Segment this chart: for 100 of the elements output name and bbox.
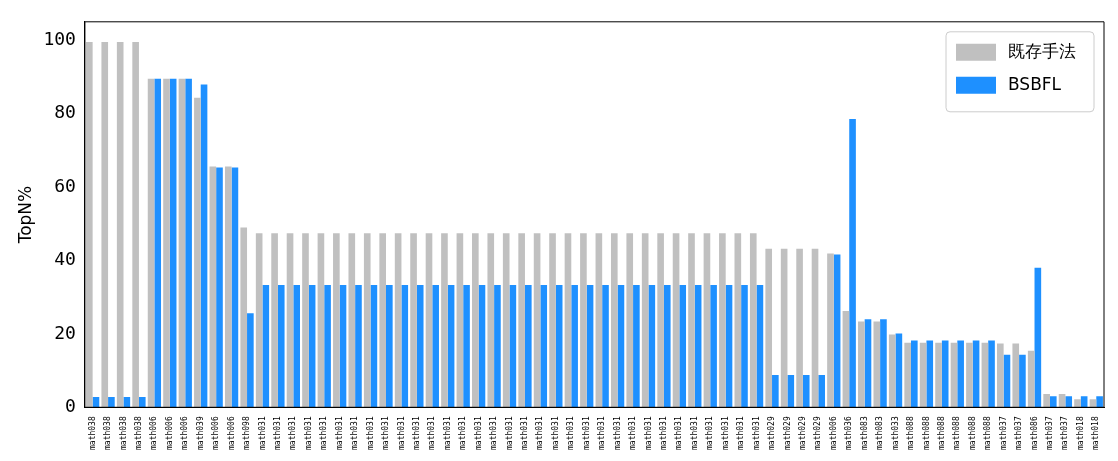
bar xyxy=(741,285,748,408)
bar xyxy=(780,248,788,408)
x-tick-label: math038 xyxy=(134,416,144,450)
bar xyxy=(1049,396,1057,408)
bar xyxy=(271,233,278,408)
bar xyxy=(749,233,757,408)
x-tick-label: math088 xyxy=(952,416,962,450)
bar xyxy=(1043,394,1050,408)
x-tick-label: math036 xyxy=(844,416,854,450)
bar xyxy=(919,342,927,408)
x-tick-label: math039 xyxy=(195,416,205,450)
bar xyxy=(1080,396,1088,408)
x-tick-label: math031 xyxy=(751,416,761,450)
bar xyxy=(224,166,232,408)
x-tick-label: math031 xyxy=(674,416,684,450)
bar xyxy=(895,333,903,408)
bar xyxy=(827,253,834,408)
bar xyxy=(988,340,995,408)
bar xyxy=(796,248,803,408)
bar xyxy=(116,41,124,408)
bar xyxy=(688,233,695,408)
y-tick-label: 60 xyxy=(54,174,76,196)
bar xyxy=(818,374,825,408)
x-tick-label: math006 xyxy=(226,416,236,450)
bar xyxy=(432,285,439,408)
bar xyxy=(401,285,409,408)
bar xyxy=(425,233,433,408)
x-tick-label: math031 xyxy=(411,416,421,450)
y-axis-title: TopN% xyxy=(14,185,35,245)
bar xyxy=(641,233,649,408)
x-tick-label: math031 xyxy=(273,416,282,450)
bar xyxy=(302,233,309,408)
bar xyxy=(663,285,671,408)
bar xyxy=(154,78,162,408)
bar xyxy=(463,285,470,408)
bar xyxy=(957,340,964,408)
bar xyxy=(703,233,711,408)
x-tick-label: math006 xyxy=(149,416,159,450)
bar xyxy=(277,285,285,408)
x-tick-label: math029 xyxy=(767,416,777,450)
bar xyxy=(410,233,417,408)
x-tick-label: math031 xyxy=(319,416,329,450)
bar xyxy=(478,285,486,408)
bar xyxy=(672,233,680,408)
bar xyxy=(657,233,664,408)
bar xyxy=(487,233,495,408)
bar xyxy=(132,41,139,408)
y-tick-label: 0 xyxy=(65,394,76,416)
bar xyxy=(209,166,217,408)
x-tick-label: math031 xyxy=(350,416,360,450)
x-tick-label: math018 xyxy=(1091,416,1101,450)
bar xyxy=(247,313,254,408)
bar xyxy=(138,397,146,408)
bar xyxy=(1034,267,1042,408)
bar xyxy=(595,233,603,408)
bar xyxy=(194,97,201,408)
bar xyxy=(787,374,795,408)
bar xyxy=(363,233,371,408)
bar xyxy=(950,342,958,408)
x-tick-label: math031 xyxy=(334,416,344,450)
y-tick-label: 80 xyxy=(54,101,76,123)
bar xyxy=(502,233,510,408)
bar xyxy=(355,285,362,408)
bar xyxy=(494,285,501,408)
bar xyxy=(765,248,773,408)
bar xyxy=(842,311,850,408)
x-tick-label: math031 xyxy=(473,416,483,450)
bar xyxy=(386,285,393,408)
bar xyxy=(997,343,1004,408)
bar xyxy=(324,285,331,408)
bar xyxy=(849,119,856,408)
x-tick-label: math031 xyxy=(597,416,607,450)
y-tick-label: 40 xyxy=(54,248,76,270)
x-tick-label: math006 xyxy=(828,416,838,450)
bar xyxy=(216,167,223,408)
bar xyxy=(524,285,532,408)
bar xyxy=(447,285,455,408)
bar xyxy=(602,285,609,408)
bar xyxy=(379,233,387,408)
x-tick-label: math037 xyxy=(1060,416,1070,450)
bar xyxy=(147,78,155,408)
bar xyxy=(518,233,525,408)
bar xyxy=(308,285,316,408)
bar xyxy=(1019,354,1026,408)
legend-label: 既存手法 xyxy=(1008,41,1076,62)
bar xyxy=(935,342,942,408)
bar xyxy=(293,285,300,408)
x-tick-label: math029 xyxy=(813,416,823,450)
x-tick-label: math031 xyxy=(381,416,391,450)
x-tick-label: math029 xyxy=(782,416,792,450)
x-tick-label: math031 xyxy=(689,416,699,450)
bar xyxy=(719,233,726,408)
bar xyxy=(85,41,93,408)
x-tick-label: math031 xyxy=(257,416,267,450)
bar xyxy=(802,374,810,408)
x-tick-label: math031 xyxy=(303,416,313,450)
bar xyxy=(1012,343,1020,408)
x-tick-label: math031 xyxy=(288,416,298,450)
bar xyxy=(586,285,594,408)
bar xyxy=(108,397,115,408)
